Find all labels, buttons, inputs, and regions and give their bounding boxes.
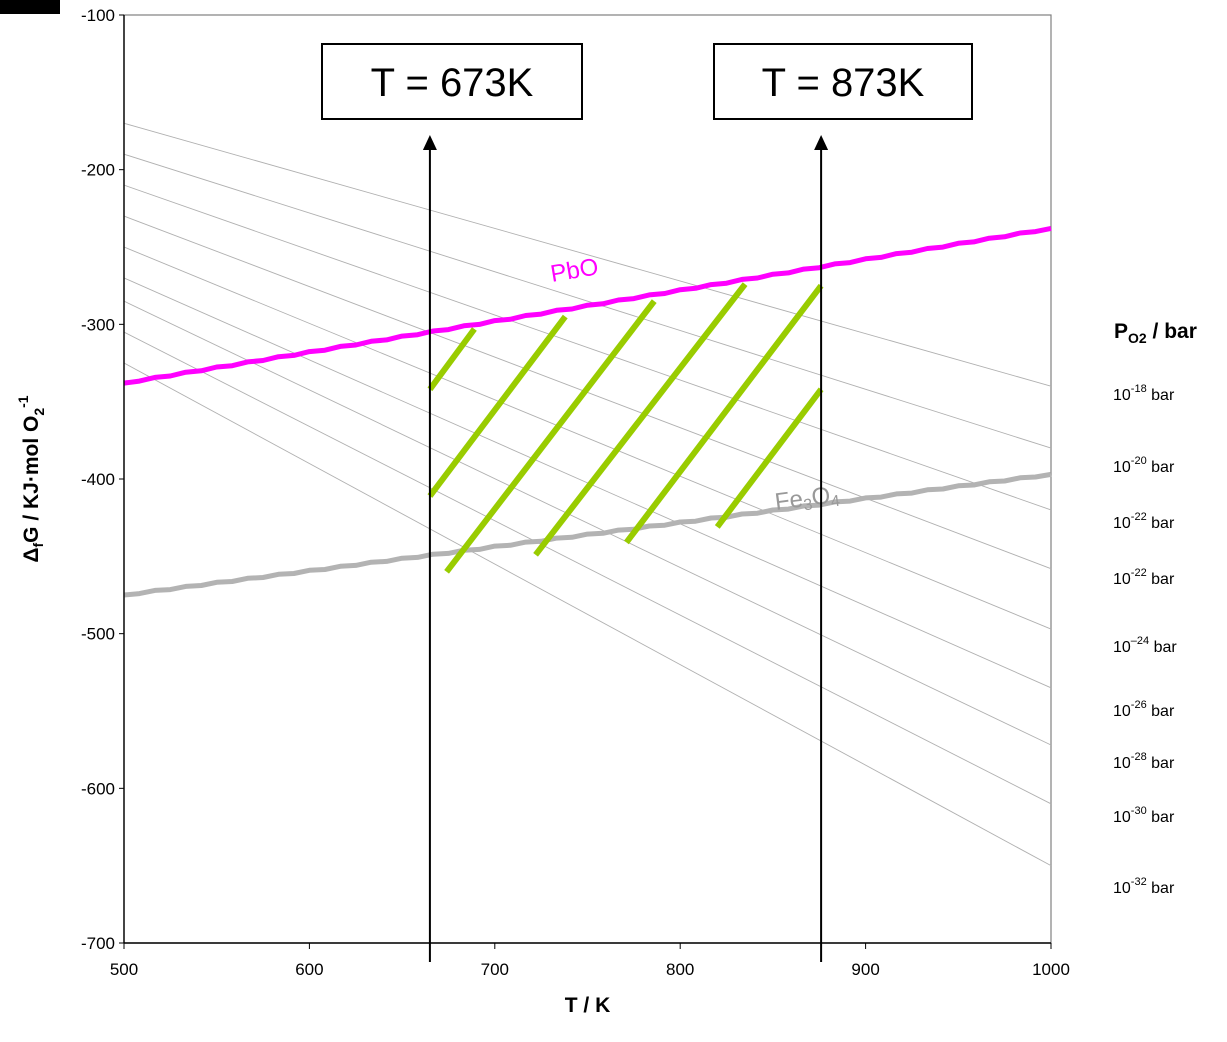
x-tick-label: 700 — [481, 960, 509, 979]
pbo-line — [123, 225, 1052, 386]
legend-entry: 10-28 bar — [1113, 751, 1175, 772]
hatch-segment — [714, 387, 824, 529]
isobar-line — [123, 246, 1052, 630]
legend-entry: 10–24 bar — [1113, 635, 1177, 656]
y-tick-label: -500 — [81, 625, 115, 644]
isobar-line — [123, 362, 1052, 867]
hatch-segment — [427, 327, 477, 392]
temperature-label: T = 673K — [371, 61, 534, 105]
y-tick-label: -300 — [81, 315, 115, 334]
legend-entry: 10-20 bar — [1113, 455, 1175, 476]
y-tick-label: -700 — [81, 934, 115, 953]
legend-title: PO2 / bar — [1114, 320, 1197, 346]
isobar-line — [123, 300, 1052, 746]
hatch-segment — [624, 283, 824, 545]
arrow-head — [422, 135, 437, 150]
legend-entry: 10-22 bar — [1113, 511, 1175, 532]
x-tick-label: 600 — [295, 960, 323, 979]
x-tick-label: 800 — [666, 960, 694, 979]
y-tick-label: -600 — [81, 779, 115, 798]
y-axis-title: ΔfG / KJ·mol O2-1 — [15, 395, 47, 562]
pressure-legend: PO2 / bar 10-18 bar 10-20 bar 10-22 bar 10-2… — [1113, 320, 1197, 897]
corner-mark — [0, 0, 60, 14]
legend-entry: 10-30 bar — [1113, 805, 1175, 826]
plot-area-frame — [123, 14, 1052, 944]
legend-entry: 10-18 bar — [1113, 383, 1175, 404]
x-axis-title: T / K — [565, 994, 611, 1017]
isobar-line — [123, 184, 1052, 511]
temperature-label: T = 873K — [762, 61, 925, 105]
fe3o4-line — [123, 471, 1052, 598]
isobar-line — [123, 122, 1052, 387]
temperature-markers: T = 673K T = 873K — [321, 43, 973, 962]
x-tick-label: 1000 — [1032, 960, 1070, 979]
hatch-segment — [533, 282, 748, 557]
y-tick-label: -200 — [81, 161, 115, 180]
hatch-region — [427, 282, 824, 574]
legend-entry: 10-22 bar — [1113, 567, 1175, 588]
temperature-label-box — [321, 43, 583, 120]
y-tick-label: -100 — [81, 6, 115, 25]
x-tick-label: 900 — [851, 960, 879, 979]
hatch-segment — [444, 299, 657, 574]
legend-entry: 10-26 bar — [1113, 699, 1175, 720]
isobar-line — [123, 153, 1052, 449]
temperature-label-box — [713, 43, 973, 120]
legend-entry: 10-32 bar — [1113, 876, 1175, 897]
arrow-head — [814, 135, 829, 150]
y-tick-label: -400 — [81, 470, 115, 489]
hatch-segment — [427, 314, 568, 498]
axes: -100 -200 -300 -400 -500 -600 -700 500 600 700 800… — [15, 6, 1070, 1017]
isobar-line — [123, 331, 1052, 805]
x-tick-label: 500 — [110, 960, 138, 979]
